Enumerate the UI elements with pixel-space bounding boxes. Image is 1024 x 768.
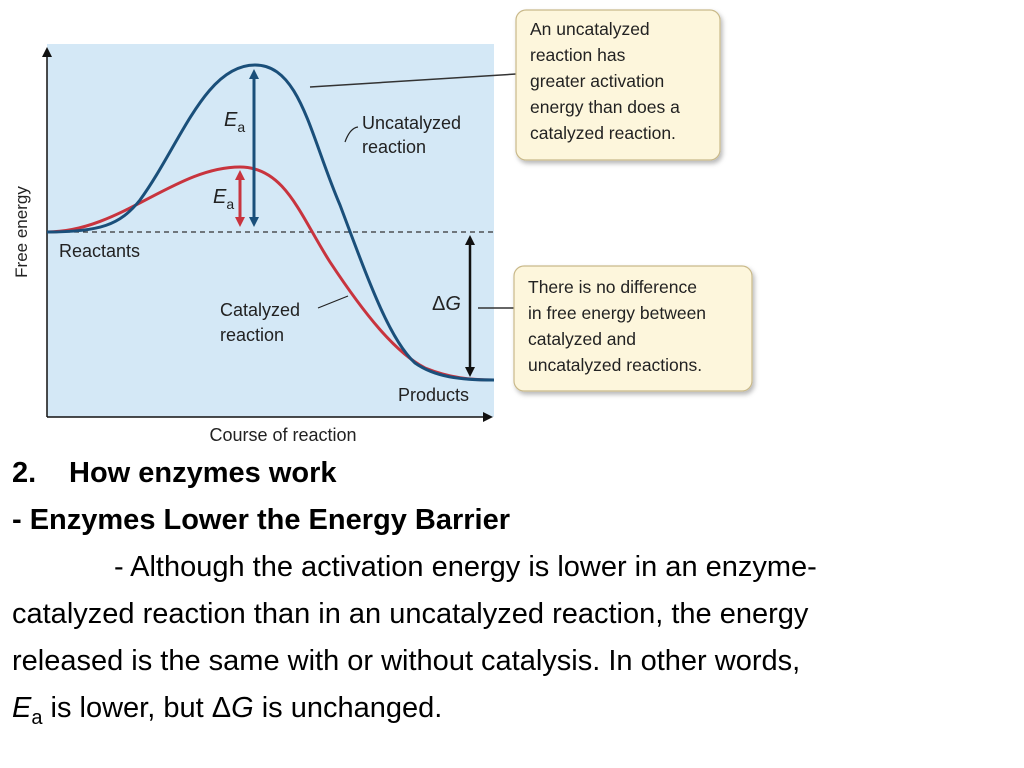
x-axis-label: Course of reaction <box>209 425 356 445</box>
section-title: How enzymes work <box>69 457 337 489</box>
top-callout-text: An uncatalyzed reaction has greater acti… <box>530 19 685 143</box>
delta-g-label: ΔG <box>432 293 461 315</box>
catalyzed-leader-line <box>317 295 349 309</box>
body-line-2: catalyzed reaction than in an uncatalyze… <box>12 598 809 630</box>
top-callout-box <box>515 9 721 161</box>
body-line-1: - Although the activation energy is lowe… <box>114 551 817 583</box>
uncatalyzed-curve <box>46 63 495 382</box>
body-line-3: released is the same with or without cat… <box>12 645 801 677</box>
slide-text: 2. How enzymes work - Enzymes Lower the E… <box>12 450 1016 742</box>
energy-diagram: Free energy Course of reaction Ea Ea ΔG … <box>12 9 753 445</box>
subheading: - Enzymes Lower the Energy Barrier <box>12 504 510 536</box>
section-heading: 2. How enzymes work <box>12 450 1016 497</box>
section-number: 2. <box>12 457 37 489</box>
products-label: Products <box>398 385 469 405</box>
plot-panel <box>47 44 494 417</box>
bottom-callout-box <box>513 265 753 392</box>
catalyzed-label: Catalyzed reaction <box>220 300 305 345</box>
body-line-4: Ea is lower, but ΔG is unchanged. <box>12 692 443 729</box>
reactants-label: Reactants <box>59 241 140 261</box>
top-callout-pointer <box>309 73 517 88</box>
bottom-callout-text: There is no difference in free energy be… <box>528 277 711 375</box>
y-axis-label: Free energy <box>12 186 31 278</box>
catalyzed-ea-label: Ea <box>213 186 234 212</box>
uncatalyzed-label: Uncatalyzed reaction <box>362 113 466 157</box>
uncatalyzed-leader-line <box>344 126 359 143</box>
uncatalyzed-ea-label: Ea <box>224 109 245 135</box>
